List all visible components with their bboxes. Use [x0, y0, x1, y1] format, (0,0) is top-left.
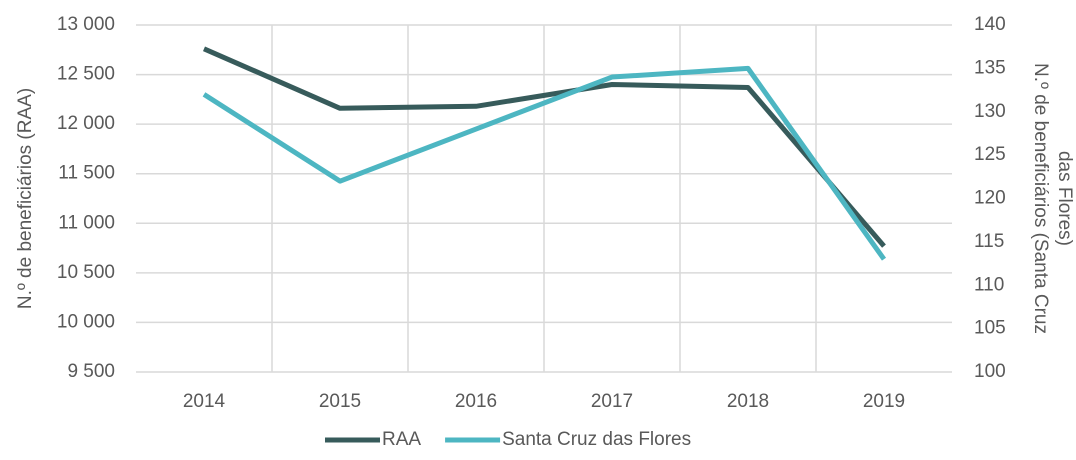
x-tick-label: 2015: [319, 391, 361, 412]
y-tick-label: 12 000: [57, 113, 115, 134]
y-tick-label: 11 000: [58, 212, 115, 233]
y2-tick-label: 125: [974, 144, 1006, 165]
y2-axis-title: N.º de beneficiários (Santa Cruz: [1030, 63, 1051, 334]
y2-tick-label: 130: [974, 101, 1006, 122]
x-tick-label: 2017: [591, 391, 633, 412]
y2-tick-label: 120: [974, 188, 1006, 209]
y2-tick-label: 110: [974, 274, 1004, 295]
x-tick-label: 2014: [183, 391, 226, 412]
y-tick-label: 10 500: [57, 262, 115, 283]
y-tick-label: 10 000: [57, 311, 115, 332]
series-line: [202, 65, 887, 261]
y-tick-label: 11 500: [58, 163, 115, 184]
y-axis-title: N.º de beneficiários (RAA): [15, 88, 36, 309]
y2-tick-label: 135: [974, 57, 1006, 78]
legend-label: RAA: [382, 429, 421, 450]
x-tick-label: 2019: [863, 391, 905, 412]
y2-tick-label: 140: [974, 14, 1006, 35]
x-tick-label: 2016: [455, 391, 497, 412]
y-tick-label: 13 000: [57, 14, 115, 35]
y2-tick-label: 115: [974, 231, 1004, 252]
y-tick-label: 12 500: [57, 64, 115, 85]
y2-tick-label: 105: [974, 318, 1006, 339]
legend-label: Santa Cruz das Flores: [502, 429, 691, 450]
y2-tick-label: 100: [974, 361, 1006, 382]
y-tick-label: 9 500: [67, 361, 115, 382]
y2-axis-title: das Flores): [1054, 151, 1075, 246]
series-line: [202, 46, 886, 248]
x-tick-label: 2018: [727, 391, 769, 412]
